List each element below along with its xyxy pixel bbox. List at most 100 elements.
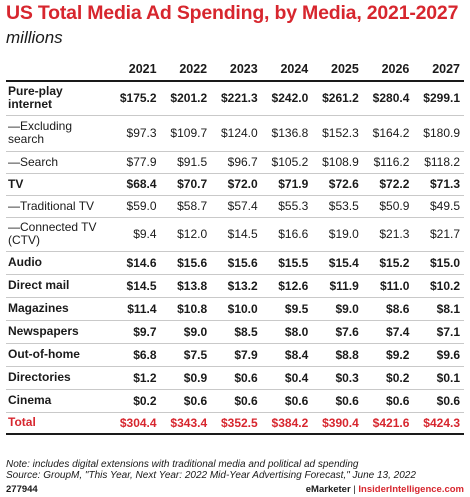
value-cell: $59.0 [110,195,161,218]
value-cell: $77.9 [110,151,161,174]
value-cell: $15.4 [312,251,363,275]
column-header: 2023 [229,62,258,76]
row-label: —Search [6,151,110,174]
value-cell: $9.2 [362,343,414,367]
note-text: Note: includes digital extensions with t… [6,459,359,470]
value-cell: $9.5 [261,297,313,321]
table-row: Audio $14.6 $15.6 $15.6 $15.5 $15.4 $15.2 $15.0 [6,251,464,275]
value-cell: $0.6 [312,389,363,413]
value-cell: $14.6 [110,251,161,275]
value-cell: $0.1 [413,366,464,390]
value-cell: $424.3 [413,412,464,435]
footnote: Note: includes digital extensions with t… [6,459,416,481]
table-row: Pure-play internet $175.2 $201.2 $221.3 $242… [6,81,464,116]
value-cell: $72.6 [312,173,363,196]
value-cell: $164.2 [362,115,414,152]
value-cell: $136.8 [261,115,313,152]
value-cell: $49.5 [413,195,464,218]
value-cell: $13.8 [160,274,212,298]
row-label: —Connected TV (CTV) [6,217,110,252]
value-cell: $9.0 [160,320,212,344]
value-cell: $0.9 [160,366,212,390]
value-cell: $53.5 [312,195,363,218]
table-row: TV $68.4 $70.7 $72.0 $71.9 $72.6 $72.2 $71.3 [6,173,464,196]
table-row: Newspapers $9.7 $9.0 $8.5 $8.0 $7.6 $7.4 $7.1 [6,320,464,344]
value-cell: $109.7 [160,115,212,152]
value-cell: $9.0 [312,297,363,321]
row-label: Direct mail [6,274,110,298]
value-cell: $242.0 [261,81,313,116]
value-cell: $14.5 [110,274,161,298]
value-cell: $57.4 [211,195,262,218]
value-cell: $16.6 [261,217,313,252]
value-cell: $7.5 [160,343,212,367]
value-cell: $116.2 [362,151,414,174]
value-cell: $9.4 [110,217,161,252]
column-header: 2022 [179,62,208,76]
column-header: 2021 [128,62,157,76]
value-cell: $201.2 [160,81,212,116]
row-label: Out-of-home [6,343,110,367]
value-cell: $15.6 [211,251,262,275]
value-cell: $352.5 [211,412,262,435]
value-cell: $384.2 [261,412,313,435]
chart-subtitle: millions [6,28,63,47]
table-row: —Traditional TV $59.0 $58.7 $57.4 $55.3 $53.5… [6,195,464,218]
value-cell: $72.2 [362,173,414,196]
value-cell: $10.8 [160,297,212,321]
value-cell: $13.2 [211,274,262,298]
value-cell: $8.6 [362,297,414,321]
value-cell: $7.6 [312,320,363,344]
row-label: —Traditional TV [6,195,110,218]
value-cell: $68.4 [110,173,161,196]
value-cell: $175.2 [110,81,161,116]
value-cell: $70.7 [160,173,212,196]
value-cell: $0.2 [362,366,414,390]
value-cell: $14.5 [211,217,262,252]
value-cell: $91.5 [160,151,212,174]
value-cell: $8.8 [312,343,363,367]
table-row: Magazines $11.4 $10.8 $10.0 $9.5 $9.0 $8.6 $8.1 [6,297,464,321]
value-cell: $0.6 [362,389,414,413]
value-cell: $72.0 [211,173,262,196]
insider-intelligence-link[interactable]: InsiderIntelligence.com [358,484,464,495]
table-row: Cinema $0.2 $0.6 $0.6 $0.6 $0.6 $0.6 $0.6 [6,389,464,413]
value-cell: $152.3 [312,115,363,152]
value-cell: $261.2 [312,81,363,116]
value-cell: $343.4 [160,412,212,435]
value-cell: $180.9 [413,115,464,152]
total-row: Total $304.4 $343.4 $352.5 $384.2 $390.4 $421.… [6,412,464,435]
row-label: Audio [6,251,110,275]
chart-title: US Total Media Ad Spending, by Media, 20… [6,2,459,24]
value-cell: $11.4 [110,297,161,321]
row-label: TV [6,173,110,196]
corner-cell [6,58,110,81]
value-cell: $21.3 [362,217,414,252]
value-cell: $9.7 [110,320,161,344]
value-cell: $10.0 [211,297,262,321]
value-cell: $8.5 [211,320,262,344]
table-row: Directories $1.2 $0.9 $0.6 $0.4 $0.3 $0.2 $0.1 [6,366,464,390]
value-cell: $12.0 [160,217,212,252]
value-cell: $0.6 [261,389,313,413]
value-cell: $15.2 [362,251,414,275]
data-table: 2021 2022 2023 2024 2025 2026 2027 Pure-… [6,58,464,435]
source-text: Source: GroupM, "This Year, Next Year: 2… [6,470,416,481]
value-cell: $15.6 [160,251,212,275]
row-label: Cinema [6,389,110,413]
value-cell: $0.6 [413,389,464,413]
value-cell: $96.7 [211,151,262,174]
column-header: 2024 [280,62,309,76]
header-row: 2021 2022 2023 2024 2025 2026 2027 [6,58,464,81]
value-cell: $0.6 [160,389,212,413]
table-row: —Connected TV (CTV) $9.4 $12.0 $14.5 $16.6 $1… [6,217,464,252]
row-label: Directories [6,366,110,390]
value-cell: $105.2 [261,151,313,174]
footer-brand: eMarketer | InsiderIntelligence.com [306,484,464,495]
chart-id: 277944 [6,484,38,495]
value-cell: $50.9 [362,195,414,218]
value-cell: $421.6 [362,412,414,435]
value-cell: $11.9 [312,274,363,298]
emarketer-brand: eMarketer [305,484,351,495]
column-header: 2026 [381,62,410,76]
